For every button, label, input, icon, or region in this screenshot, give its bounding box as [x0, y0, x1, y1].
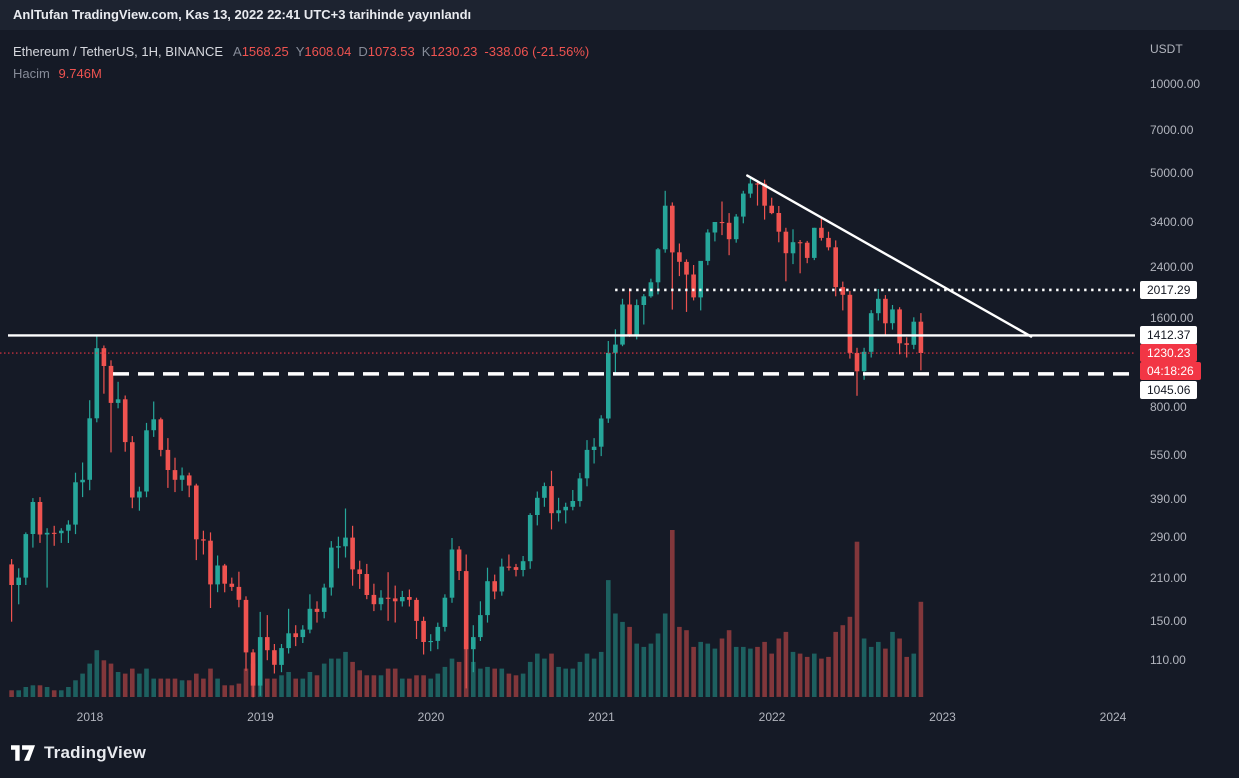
volume-value: 9.746M: [58, 66, 102, 81]
time-tick: 2018: [76, 710, 104, 724]
descending-trendline[interactable]: [746, 174, 1033, 338]
level-label-dotted: 2017.29: [1140, 280, 1198, 299]
publish-text: AnlTufan TradingView.com, Kas 13, 2022 2…: [13, 7, 472, 22]
price-tick: 1600.00: [1150, 311, 1194, 326]
price-tick: 110.00: [1150, 653, 1186, 668]
candle-series: [9, 177, 924, 698]
countdown-label: 04:18:26: [1140, 362, 1201, 381]
legend-low: D1073.53: [358, 44, 415, 59]
price-tick: 2400.00: [1150, 259, 1194, 274]
tradingview-logo-link[interactable]: TradingView: [11, 743, 146, 763]
volume-label: Hacim: [13, 66, 50, 81]
symbol-legend: Ethereum / TetherUS, 1H, BINANCE A1568.25…: [13, 44, 589, 59]
price-axis-currency: USDT: [1150, 42, 1183, 56]
tradingview-icon: [11, 745, 36, 761]
price-tick: 10000.00: [1150, 77, 1201, 92]
current-price-label: 1230.23: [1140, 344, 1198, 363]
price-tick: 150.00: [1150, 613, 1187, 628]
price-tick: 550.00: [1150, 447, 1187, 462]
price-tick: 210.00: [1150, 570, 1187, 585]
legend-close: K1230.23: [421, 44, 478, 59]
time-tick: 2021: [588, 710, 615, 724]
price-tick: 3400.00: [1150, 215, 1194, 230]
volume-series: [9, 530, 924, 697]
legend-open: A1568.25: [233, 44, 289, 59]
price-tick: 7000.00: [1150, 123, 1194, 138]
volume-legend: Hacim 9.746M: [13, 66, 102, 81]
time-tick: 2019: [247, 710, 274, 724]
publish-bar: AnlTufan TradingView.com, Kas 13, 2022 2…: [0, 0, 1239, 30]
legend-change: -338.06 (-21.56%): [484, 44, 590, 59]
time-tick: 2024: [1099, 710, 1127, 724]
price-tick: 290.00: [1150, 529, 1187, 544]
price-tick: 5000.00: [1150, 166, 1194, 180]
level-label-resistance: 1412.37: [1140, 326, 1198, 345]
price-tick: 390.00: [1150, 491, 1187, 506]
level-label-dashed: 1045.06: [1140, 381, 1198, 400]
time-tick: 2023: [929, 710, 956, 724]
time-tick: 2022: [758, 710, 786, 724]
legend-high: Y1608.04: [295, 44, 352, 59]
price-tick: 800.00: [1150, 399, 1187, 414]
symbol-title[interactable]: Ethereum / TetherUS, 1H, BINANCE: [13, 44, 224, 59]
tradingview-wordmark: TradingView: [44, 743, 147, 762]
time-tick: 2020: [417, 710, 445, 724]
